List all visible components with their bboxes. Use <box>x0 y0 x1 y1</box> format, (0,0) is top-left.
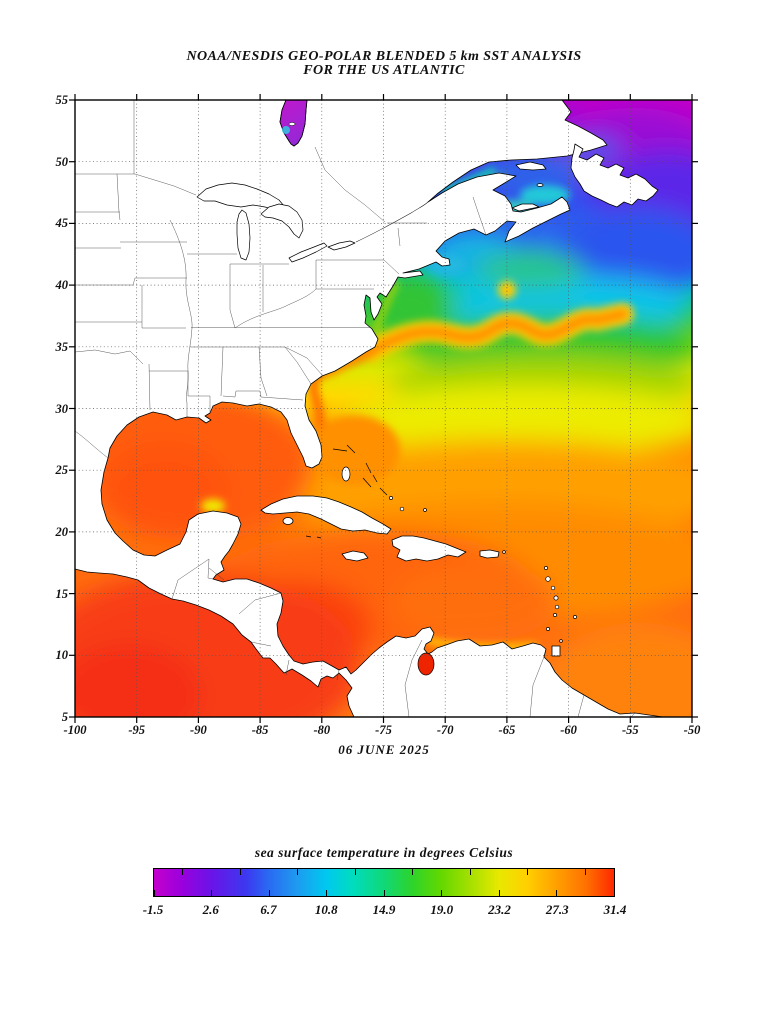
colorbar-tick-label: 10.8 <box>314 902 338 917</box>
lat-tick-label: 10 <box>55 648 69 663</box>
lat-tick-label: 40 <box>55 278 69 293</box>
colorbar-tick <box>584 869 586 875</box>
colorbar-tick-label: 2.6 <box>202 902 219 917</box>
colorbar-tick <box>297 869 299 875</box>
colorbar-tick <box>239 869 241 875</box>
lat-tick-label: 15 <box>55 586 69 601</box>
colorbar-tick <box>613 890 615 896</box>
lat-tick-label: 30 <box>55 401 69 416</box>
lat-tick-label: 20 <box>55 524 69 539</box>
colorbar-tick <box>268 890 270 896</box>
colorbar-tick-label: -1.5 <box>142 902 164 917</box>
isle-of-youth <box>282 517 294 525</box>
colorbar-tick <box>354 869 356 875</box>
lon-tick-label: -65 <box>498 723 516 737</box>
colorbar-tick-label: 19.0 <box>430 902 454 917</box>
colorbar <box>153 868 615 897</box>
lon-tick-label: -85 <box>251 723 269 737</box>
puerto-rico-island <box>479 549 500 559</box>
lake-huron <box>260 203 304 239</box>
lat-tick-label: 45 <box>55 216 69 231</box>
lon-tick-label: -70 <box>436 723 454 737</box>
lake-maracaibo <box>417 652 435 676</box>
lon-tick-label: -50 <box>683 723 701 737</box>
colorbar-tick <box>469 869 471 875</box>
small-islands <box>305 183 577 643</box>
great-lakes <box>196 182 356 263</box>
analysis-date: 06 JUNE 2025 <box>338 742 430 757</box>
colorbar-tick-label: 23.2 <box>488 902 511 917</box>
map-frame <box>74 99 693 718</box>
lake-michigan <box>236 209 251 261</box>
colorbar-tick-label: 14.9 <box>372 902 396 917</box>
jamaica-island <box>341 550 369 562</box>
colorbar-tick <box>527 869 529 875</box>
lat-tick-label: 50 <box>55 154 69 169</box>
political-borders <box>74 100 636 718</box>
colorbar-tick <box>182 869 184 875</box>
colorbar-tick <box>153 890 155 896</box>
title-line-1: NOAA/NESDIS GEO-POLAR BLENDED 5 km SST A… <box>186 49 582 64</box>
anticosti-island <box>515 161 547 171</box>
colorbar-tick <box>211 890 212 896</box>
colorbar-tick-label: 27.3 <box>545 902 569 917</box>
lake-ontario <box>327 240 356 251</box>
lon-tick-label: -90 <box>190 723 207 737</box>
colorbar-tick <box>412 869 414 875</box>
lon-tick-label: -55 <box>621 723 639 737</box>
lon-tick-label: -75 <box>375 723 392 737</box>
north-america-mainland <box>74 99 664 718</box>
lat-tick-label: 25 <box>55 463 69 478</box>
title-line-2: FOR THE US ATLANTIC <box>303 63 465 78</box>
hispaniola-island <box>391 535 467 562</box>
lake-erie <box>288 242 328 263</box>
james-bay <box>279 99 308 147</box>
cuba-island <box>260 495 392 535</box>
newfoundland-island <box>570 143 659 208</box>
prince-edward-island <box>511 203 540 212</box>
lon-tick-label: -100 <box>63 723 87 737</box>
colorbar-tick <box>326 890 327 896</box>
lon-tick-label: -80 <box>313 723 331 737</box>
colorbar-tick <box>498 890 500 896</box>
sst-map-canvas <box>69 94 698 723</box>
colorbar-tick <box>441 890 442 896</box>
colorbar-tick <box>556 890 557 896</box>
colorbar-tick-label: 6.7 <box>260 902 277 917</box>
lat-tick-label: 5 <box>61 710 68 724</box>
lon-tick-label: -60 <box>560 723 577 737</box>
figure-title: NOAA/NESDIS GEO-POLAR BLENDED 5 km SST A… <box>0 50 768 78</box>
lat-tick-label: 35 <box>55 339 69 354</box>
colorbar-tick <box>383 890 385 896</box>
lat-lon-grid <box>69 94 698 723</box>
colorbar-tick-label: 31.4 <box>603 902 627 917</box>
land-masses <box>74 99 664 718</box>
trinidad-island <box>551 645 561 657</box>
lat-tick-label: 55 <box>55 93 69 107</box>
colorbar-title: sea surface temperature in degrees Celsi… <box>254 845 514 860</box>
sst-map <box>69 94 698 723</box>
lon-tick-label: -95 <box>128 723 146 737</box>
